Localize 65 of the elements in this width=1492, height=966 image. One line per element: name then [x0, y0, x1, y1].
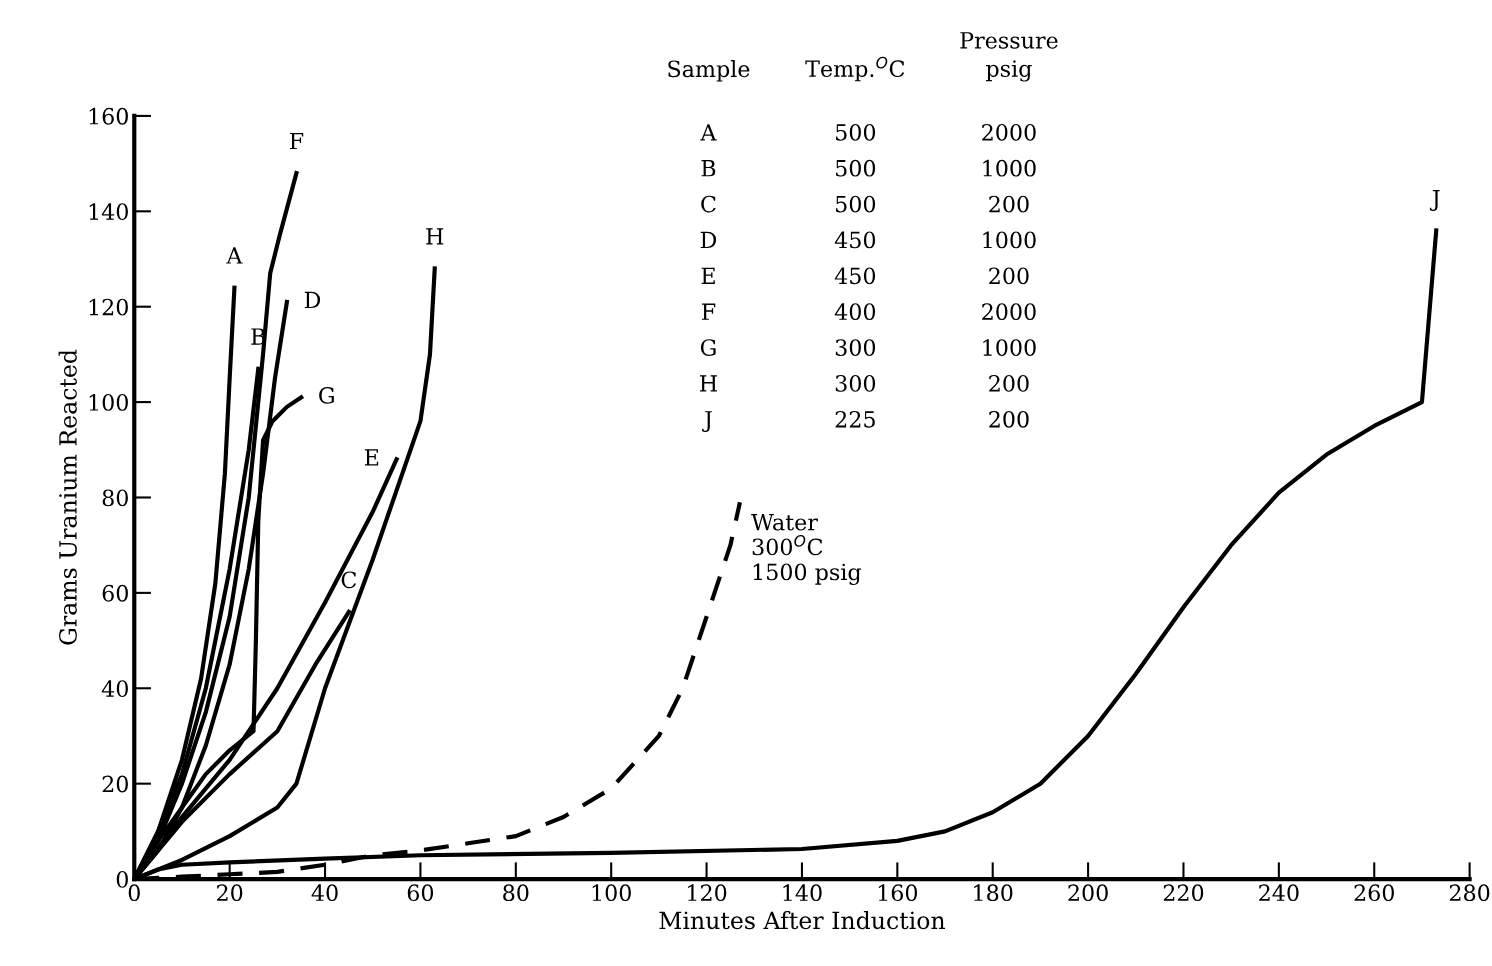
y-tick-label: 160 [89, 107, 128, 125]
annotation: 450 [834, 267, 876, 285]
annotation: 2000 [982, 123, 1036, 141]
annotation: G [700, 339, 716, 356]
x-tick-label: 280 [1449, 884, 1490, 902]
annotation: 1000 [983, 159, 1036, 177]
annotation: 200 [989, 267, 1029, 285]
annotation: 200 [989, 195, 1029, 213]
series-label: A [226, 247, 243, 264]
y-tick-label: 60 [102, 584, 128, 602]
series-label: C [341, 571, 357, 589]
annotation: 500 [836, 123, 876, 141]
annotation: 450 [834, 231, 876, 249]
x-tick-label: 180 [974, 884, 1013, 902]
series-label: J [1429, 190, 1440, 211]
y-tick-label: 80 [102, 489, 128, 507]
y-axis-title: Grams Uranium Reacted [58, 349, 77, 645]
annotation: B [701, 160, 716, 177]
x-tick-label: 60 [407, 884, 434, 902]
x-tick-label: 240 [1259, 884, 1299, 902]
x-tick-label: 200 [1068, 884, 1108, 902]
y-tick-label: 20 [102, 775, 128, 793]
annotation: 1000 [983, 231, 1036, 249]
y-tick-label: 40 [101, 680, 128, 698]
annotation: 500 [836, 159, 876, 177]
annotation: 225 [835, 410, 875, 428]
annotation: 200 [989, 410, 1029, 428]
series-label: F [289, 132, 304, 150]
text: Temp.$^{O}$C [805, 56, 905, 82]
x-tick-label: 0 [128, 884, 140, 902]
annotation: 400 [834, 303, 876, 321]
annotation: J [702, 411, 712, 432]
series-label: E [364, 449, 379, 466]
y-tick-label: 140 [89, 203, 128, 221]
annotation: 2000 [982, 303, 1036, 321]
annotation: 200 [989, 375, 1029, 392]
x-tick-label: 40 [311, 884, 338, 902]
x-tick-label: 140 [783, 884, 822, 902]
annotation: 300 [835, 339, 876, 356]
annotation: 300 [835, 375, 876, 392]
annotation: 500 [836, 195, 876, 213]
x-tick-label: 160 [878, 884, 918, 902]
y-tick-label: 0 [116, 871, 128, 888]
series-label: G [319, 386, 334, 404]
x-axis-title: Minutes After Induction [659, 910, 945, 930]
x-tick-label: 80 [503, 884, 529, 902]
annotation: F [701, 303, 716, 320]
annotation: H [700, 375, 717, 392]
annotation: 1000 [983, 339, 1036, 356]
y-tick-label: 120 [89, 298, 128, 316]
x-tick-label: 260 [1354, 884, 1394, 902]
text: Sample [668, 60, 750, 82]
x-tick-label: 120 [688, 884, 727, 902]
series-label: D [304, 291, 321, 309]
x-tick-label: 100 [592, 884, 631, 902]
series-label: Water 300$^{O}$C 1500 psig [751, 514, 861, 585]
y-tick-label: 100 [89, 394, 128, 411]
x-tick-label: 20 [217, 884, 243, 902]
series-label: H [426, 228, 444, 245]
annotation: D [700, 231, 717, 249]
annotation: A [700, 124, 717, 141]
x-tick-label: 220 [1163, 884, 1204, 902]
annotation: E [701, 267, 715, 284]
text: Pressure psig [960, 32, 1058, 82]
annotation: C [701, 195, 716, 213]
